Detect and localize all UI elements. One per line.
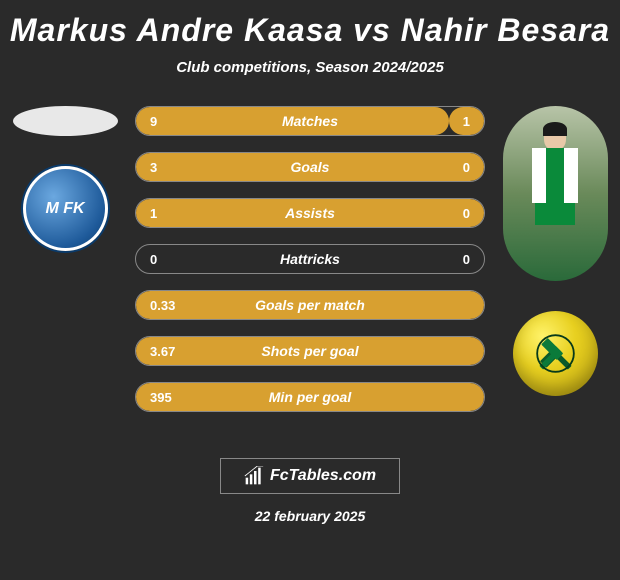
comparison-panel: M FK <box>0 106 620 446</box>
stat-row: 0Hattricks0 <box>135 244 485 274</box>
team-left-abbrev: M FK <box>45 201 84 217</box>
stat-value-left: 395 <box>136 390 196 405</box>
stat-value-left: 9 <box>136 114 196 129</box>
stats-list: 9Matches13Goals01Assists00Hattricks00.33… <box>135 106 485 428</box>
stat-row: 395Min per goal <box>135 382 485 412</box>
stat-value-right: 0 <box>424 160 484 175</box>
stat-label: Hattricks <box>196 251 424 267</box>
stat-value-right: 1 <box>424 114 484 129</box>
stat-value-right: 0 <box>424 206 484 221</box>
stat-row: 3Goals0 <box>135 152 485 182</box>
stat-value-left: 0 <box>136 252 196 267</box>
stat-label: Goals per match <box>196 297 424 313</box>
stat-row: 0.33Goals per match <box>135 290 485 320</box>
stat-row: 1Assists0 <box>135 198 485 228</box>
hammer-icon <box>528 326 583 381</box>
stat-value-left: 1 <box>136 206 196 221</box>
stat-label: Min per goal <box>196 389 424 405</box>
stat-label: Matches <box>196 113 424 129</box>
team-right-logo <box>513 311 598 396</box>
page-title: Markus Andre Kaasa vs Nahir Besara <box>0 0 620 49</box>
stat-value-left: 3.67 <box>136 344 196 359</box>
player-right-photo <box>503 106 608 281</box>
date-text: 22 february 2025 <box>0 508 620 524</box>
stat-value-right: 0 <box>424 252 484 267</box>
footer-brand-box[interactable]: FcTables.com <box>220 458 400 494</box>
stat-value-left: 0.33 <box>136 298 196 313</box>
team-left-logo: M FK <box>23 166 108 251</box>
footer-brand-text: FcTables.com <box>270 467 376 485</box>
page-subtitle: Club competitions, Season 2024/2025 <box>0 59 620 76</box>
player-left-column: M FK <box>10 106 120 251</box>
chart-icon <box>244 466 264 486</box>
stat-row: 9Matches1 <box>135 106 485 136</box>
stat-label: Goals <box>196 159 424 175</box>
stat-value-left: 3 <box>136 160 196 175</box>
player-left-placeholder <box>13 106 118 136</box>
player-right-column <box>500 106 610 396</box>
stat-label: Shots per goal <box>196 343 424 359</box>
stat-label: Assists <box>196 205 424 221</box>
stat-row: 3.67Shots per goal <box>135 336 485 366</box>
